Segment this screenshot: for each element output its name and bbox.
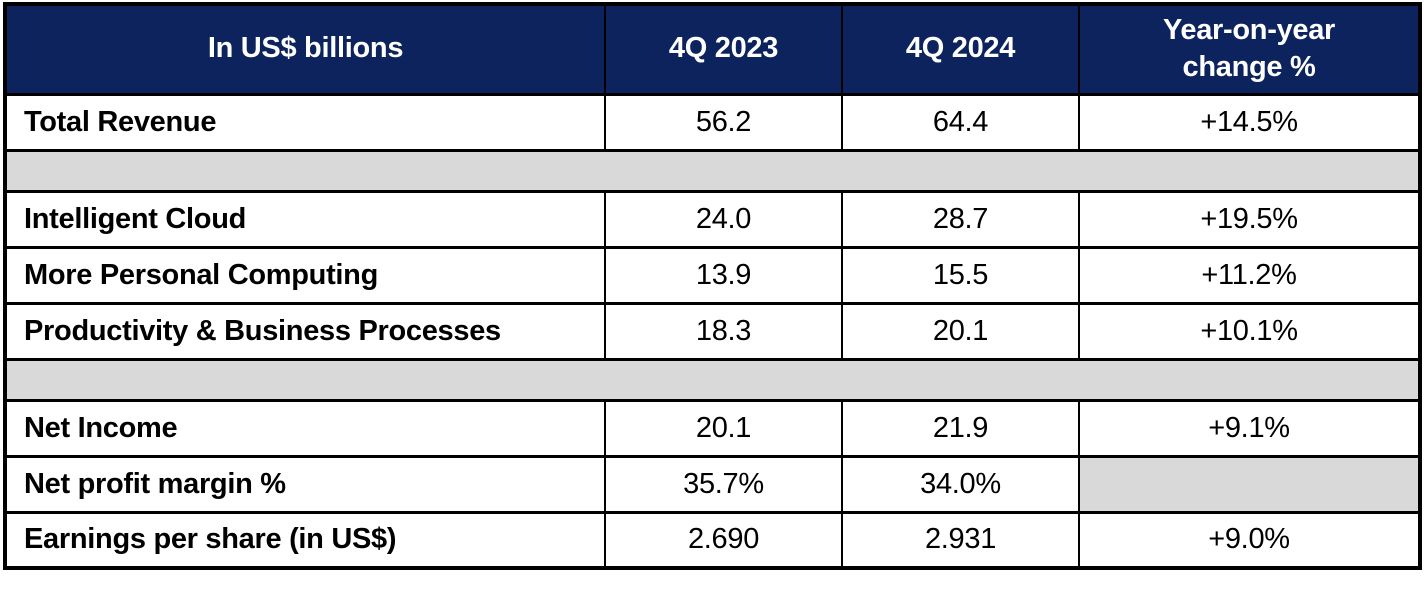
table-row-intelligent-cloud: Intelligent Cloud 24.0 28.7 +19.5% <box>4 189 1421 249</box>
cell-4q2024: 28.7 <box>841 189 1080 249</box>
financial-results-table: In US$ billions 4Q 2023 4Q 2024 Year-on-… <box>3 2 1422 570</box>
table-row-productivity-business-processes: Productivity & Business Processes 18.3 2… <box>4 301 1421 361</box>
cell-yoy-change: +9.0% <box>1078 510 1421 570</box>
cell-4q2023: 35.7% <box>604 454 843 514</box>
page: In US$ billions 4Q 2023 4Q 2024 Year-on-… <box>3 2 1422 570</box>
yoy-header-line1: Year-on-year <box>1162 13 1336 46</box>
row-label: Productivity & Business Processes <box>4 301 606 361</box>
cell-4q2023: 20.1 <box>604 398 843 458</box>
column-header-4q2024: 4Q 2024 <box>841 2 1080 96</box>
cell-4q2024: 21.9 <box>841 398 1080 458</box>
table-row-net-income: Net Income 20.1 21.9 +9.1% <box>4 398 1421 458</box>
cell-4q2024: 34.0% <box>841 454 1080 514</box>
cell-4q2024: 64.4 <box>841 92 1080 152</box>
cell-yoy-change: +11.2% <box>1078 245 1421 305</box>
column-header-yoy-change: Year-on-year change % <box>1078 2 1421 96</box>
column-header-metric: In US$ billions <box>4 2 606 96</box>
spacer-row <box>4 357 1421 402</box>
cell-4q2023: 24.0 <box>604 189 843 249</box>
row-label: Earnings per share (in US$) <box>4 510 606 570</box>
column-header-4q2023: 4Q 2023 <box>604 2 843 96</box>
spacer-cell <box>4 357 1421 402</box>
row-label: Net profit margin % <box>4 454 606 514</box>
cell-4q2024: 20.1 <box>841 301 1080 361</box>
cell-4q2024: 15.5 <box>841 245 1080 305</box>
cell-yoy-change: +14.5% <box>1078 92 1421 152</box>
cell-yoy-change: +19.5% <box>1078 189 1421 249</box>
row-label: Net Income <box>4 398 606 458</box>
cell-yoy-change: +10.1% <box>1078 301 1421 361</box>
table-row-net-profit-margin: Net profit margin % 35.7% 34.0% <box>4 454 1421 514</box>
cell-4q2023: 56.2 <box>604 92 843 152</box>
yoy-header-line2: change % <box>1182 51 1316 84</box>
cell-4q2023: 2.690 <box>604 510 843 570</box>
cell-4q2024: 2.931 <box>841 510 1080 570</box>
cell-yoy-change: +9.1% <box>1078 398 1421 458</box>
row-label: Intelligent Cloud <box>4 189 606 249</box>
table-row-earnings-per-share: Earnings per share (in US$) 2.690 2.931 … <box>4 510 1421 570</box>
spacer-row <box>4 148 1421 193</box>
row-label: Total Revenue <box>4 92 606 152</box>
table-row-total-revenue: Total Revenue 56.2 64.4 +14.5% <box>4 92 1421 152</box>
table-header-row: In US$ billions 4Q 2023 4Q 2024 Year-on-… <box>4 2 1421 96</box>
empty-gray-cell <box>1078 454 1421 514</box>
table-row-more-personal-computing: More Personal Computing 13.9 15.5 +11.2% <box>4 245 1421 305</box>
spacer-cell <box>4 148 1421 193</box>
row-label: More Personal Computing <box>4 245 606 305</box>
cell-4q2023: 18.3 <box>604 301 843 361</box>
cell-4q2023: 13.9 <box>604 245 843 305</box>
